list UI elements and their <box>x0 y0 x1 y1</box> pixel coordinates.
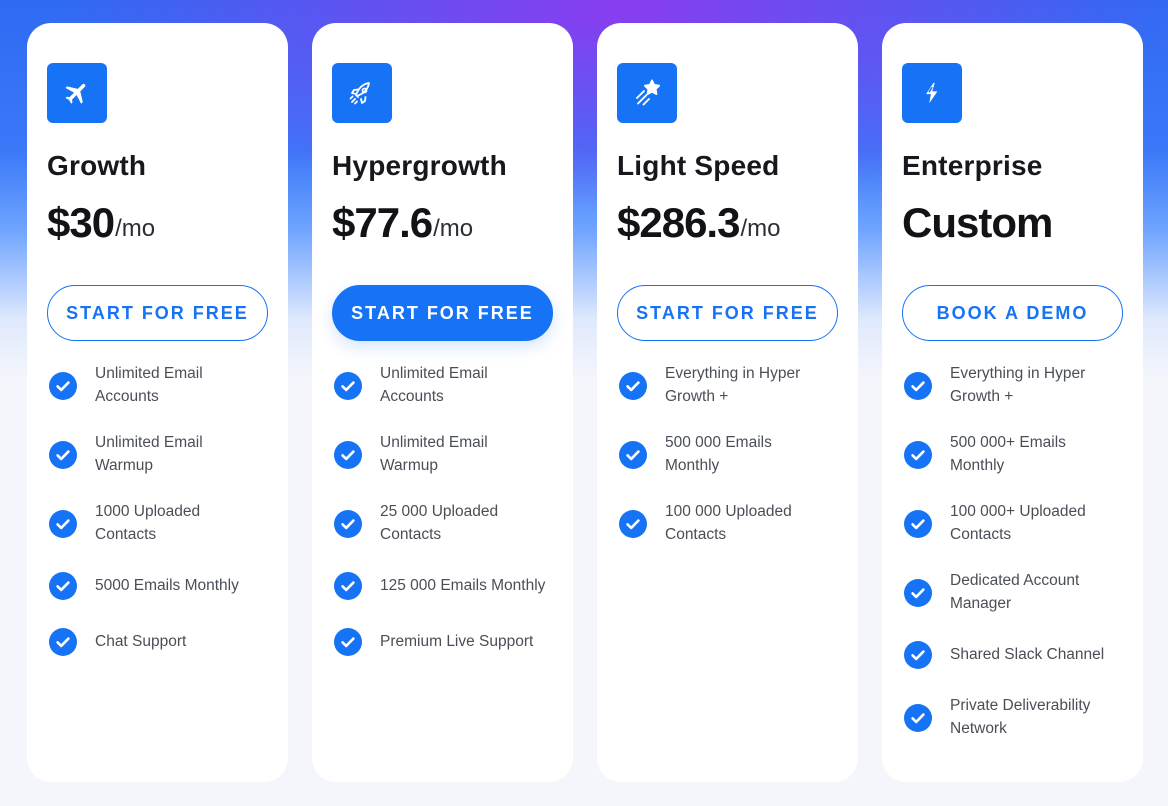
plan-name: Growth <box>47 150 147 181</box>
start-for-free-button[interactable]: START FOR FREE <box>47 285 268 341</box>
lightning-bolt-icon <box>902 63 962 123</box>
check-icon <box>619 440 647 469</box>
feature-text: Private Deliverability Network <box>950 697 1091 737</box>
feature-item: Shared Slack Channel <box>902 639 1123 671</box>
feature-item: Everything in Hyper Growth + <box>617 363 838 408</box>
price-period: /mo <box>740 215 781 242</box>
check-icon <box>904 440 932 469</box>
feature-item: Unlimited Email Accounts <box>332 363 553 408</box>
price-row: $286.3 /mo <box>617 197 838 249</box>
feature-text: 1000 Uploaded Contacts <box>95 503 201 543</box>
plan-name: Enterprise <box>902 150 1043 181</box>
plan-card-growth: Growth $30 /mo START FOR FREE Unlimited … <box>27 23 288 782</box>
start-for-free-button[interactable]: START FOR FREE <box>617 285 838 341</box>
feature-item: Unlimited Email Warmup <box>47 432 268 477</box>
plan-card-enterprise: Enterprise Custom BOOK A DEMO Everything… <box>882 23 1143 782</box>
feature-text: Shared Slack Channel <box>950 645 1105 663</box>
feature-item: 125 000 Emails Monthly <box>332 570 553 602</box>
feature-text: 100 000 Uploaded Contacts <box>665 503 792 543</box>
feature-item: Dedicated Account Manager <box>902 570 1123 615</box>
feature-item: Private Deliverability Network <box>902 695 1123 740</box>
check-icon <box>619 509 647 538</box>
feature-list: Unlimited Email Accounts Unlimited Email… <box>47 363 268 658</box>
feature-item: 1000 Uploaded Contacts <box>47 501 268 546</box>
feature-text: Premium Live Support <box>380 632 534 650</box>
check-icon <box>49 509 77 538</box>
shooting-star-icon <box>617 63 677 123</box>
check-icon <box>49 572 77 600</box>
check-icon <box>619 371 647 400</box>
start-for-free-button[interactable]: START FOR FREE <box>332 285 553 341</box>
feature-item: 25 000 Uploaded Contacts <box>332 501 553 546</box>
check-icon <box>334 628 362 656</box>
price-period: /mo <box>433 215 474 242</box>
feature-text: Everything in Hyper Growth + <box>950 365 1086 405</box>
book-a-demo-button[interactable]: BOOK A DEMO <box>902 285 1123 341</box>
feature-text: 500 000 Emails Monthly <box>665 434 772 474</box>
price-row: $30 /mo <box>47 197 268 249</box>
feature-text: Unlimited Email Accounts <box>380 365 488 405</box>
check-icon <box>904 703 932 732</box>
check-icon <box>904 578 932 607</box>
feature-text: Unlimited Email Warmup <box>95 434 203 474</box>
feature-item: 500 000 Emails Monthly <box>617 432 838 477</box>
feature-text: Unlimited Email Accounts <box>95 365 203 405</box>
feature-item: 500 000+ Emails Monthly <box>902 432 1123 477</box>
feature-text: 5000 Emails Monthly <box>95 576 239 594</box>
pricing-cards: Growth $30 /mo START FOR FREE Unlimited … <box>27 23 1143 782</box>
plan-name: Light Speed <box>617 150 780 181</box>
feature-text: Everything in Hyper Growth + <box>665 365 801 405</box>
check-icon <box>904 509 932 538</box>
plan-name: Hypergrowth <box>332 150 507 181</box>
check-icon <box>904 641 932 669</box>
check-icon <box>49 628 77 656</box>
plan-price: $286.3 <box>617 199 740 246</box>
price-row: $77.6 /mo <box>332 197 553 249</box>
feature-text: 100 000+ Uploaded Contacts <box>950 503 1086 543</box>
check-icon <box>49 371 77 400</box>
feature-item: Chat Support <box>47 626 268 658</box>
feature-text: 500 000+ Emails Monthly <box>950 434 1066 474</box>
check-icon <box>334 440 362 469</box>
feature-text: Dedicated Account Manager <box>950 572 1080 612</box>
plan-price: Custom <box>902 199 1053 246</box>
price-period: /mo <box>115 215 156 242</box>
feature-item: Unlimited Email Accounts <box>47 363 268 408</box>
plan-price: $30 <box>47 199 115 246</box>
feature-text: Unlimited Email Warmup <box>380 434 488 474</box>
rocket-icon <box>332 63 392 123</box>
plan-card-light-speed: Light Speed $286.3 /mo START FOR FREE Ev… <box>597 23 858 782</box>
check-icon <box>334 371 362 400</box>
feature-item: Everything in Hyper Growth + <box>902 363 1123 408</box>
feature-item: Unlimited Email Warmup <box>332 432 553 477</box>
plan-price: $77.6 <box>332 199 433 246</box>
check-icon <box>49 440 77 469</box>
feature-list: Everything in Hyper Growth + 500 000+ Em… <box>902 363 1123 740</box>
check-icon <box>904 371 932 400</box>
feature-item: 5000 Emails Monthly <box>47 570 268 602</box>
feature-text: Chat Support <box>95 632 187 650</box>
feature-list: Unlimited Email Accounts Unlimited Email… <box>332 363 553 658</box>
check-icon <box>334 509 362 538</box>
feature-text: 25 000 Uploaded Contacts <box>380 503 499 543</box>
plan-card-hypergrowth: Hypergrowth $77.6 /mo START FOR FREE Unl… <box>312 23 573 782</box>
feature-text: 125 000 Emails Monthly <box>380 576 546 594</box>
feature-item: Premium Live Support <box>332 626 553 658</box>
price-row: Custom <box>902 197 1123 249</box>
airplane-icon <box>47 63 107 123</box>
feature-list: Everything in Hyper Growth + 500 000 Ema… <box>617 363 838 546</box>
feature-item: 100 000 Uploaded Contacts <box>617 501 838 546</box>
check-icon <box>334 572 362 600</box>
feature-item: 100 000+ Uploaded Contacts <box>902 501 1123 546</box>
